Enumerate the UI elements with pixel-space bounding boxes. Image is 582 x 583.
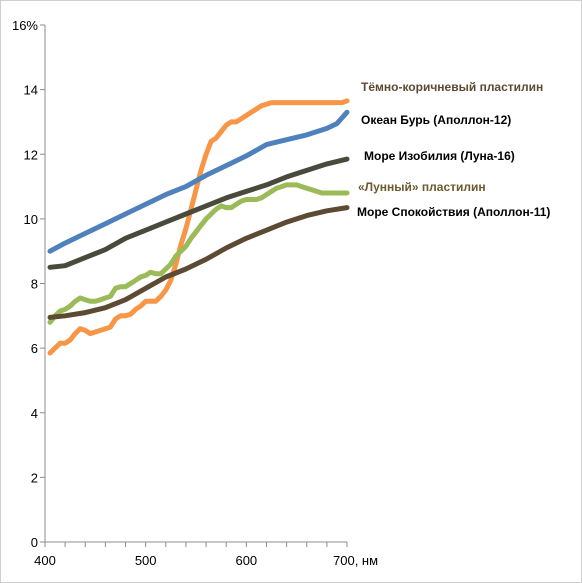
y-tick-label: 12 — [24, 147, 38, 162]
y-tick-label: 8 — [31, 277, 38, 292]
y-tick-label: 4 — [31, 406, 38, 421]
y-tick-label: 10 — [24, 212, 38, 227]
series-line-3 — [47, 182, 350, 325]
y-tick-label: 14 — [24, 83, 38, 98]
x-tick-label: 600 — [235, 553, 257, 568]
series-label-0: Тёмно-коричневый пластилин — [361, 80, 543, 94]
series-line-2 — [47, 156, 350, 270]
series-line-4 — [47, 205, 350, 320]
x-tick-label: 700, нм — [333, 553, 378, 568]
axes: 0 2 4 6 8 10 12 14 16% 400 500 600 700, нм — [12, 18, 378, 568]
y-tick-label: 16% — [12, 18, 38, 33]
series-label-1: Океан Бурь (Аполлон-12) — [361, 113, 511, 127]
y-tick-label: 2 — [31, 470, 38, 485]
series-labels: Тёмно-коричневый пластилин Океан Бурь (Ап… — [357, 80, 550, 219]
series-line-1 — [47, 109, 350, 254]
series-label-2: Море Изобилия (Луна-16) — [364, 149, 515, 163]
series-label-3: «Лунный» пластилин — [358, 180, 486, 194]
x-tick-label: 400 — [34, 553, 56, 568]
x-tick-label: 500 — [135, 553, 157, 568]
series-label-4: Море Спокойствия (Аполлон-11) — [357, 205, 550, 219]
y-tick-label: 0 — [31, 535, 38, 550]
y-tick-label: 6 — [31, 341, 38, 356]
series-layer — [47, 98, 350, 356]
